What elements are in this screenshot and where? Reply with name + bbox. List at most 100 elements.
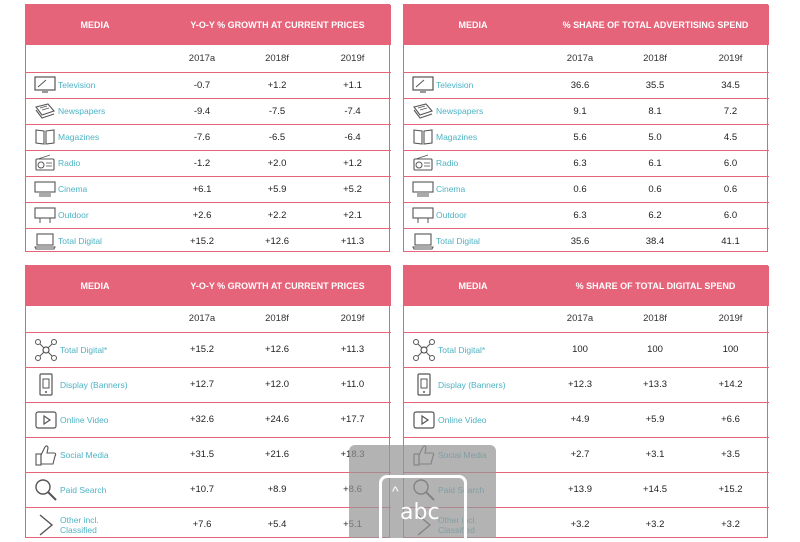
media-cell: Total Digital* [26,331,164,367]
year-header: 2019f [340,313,365,325]
cinema-icon [34,180,56,198]
year-header: 2018f [643,52,667,64]
value-cell: +15.2 [164,331,240,367]
value-cell: +12.3 [542,366,618,402]
header-metric: Y-O-Y % GROWTH AT CURRENT PRICES [164,266,392,306]
header-media: MEDIA [26,5,164,45]
table-row: Total Digital 35.6 38.4 41.1 [404,227,770,254]
value-cell: 9.1 [542,97,618,124]
value-cell: +14.2 [692,366,770,402]
year-header-row: 2017a 2018f 2019f [404,306,769,332]
value-cell: +11.3 [314,331,392,367]
value-cell: 6.0 [692,201,770,228]
value-cell: +5.4 [240,506,314,542]
media-label: Newspapers [58,106,106,116]
value-cell: 35.5 [618,71,692,98]
keyboard-label: abc [400,500,440,525]
share-table-media: MEDIA % SHARE OF TOTAL ADVERTISING SPEND… [403,4,770,254]
network-icon [34,338,58,362]
value-cell: -6.5 [240,123,314,150]
value-cell: +32.6 [164,401,240,437]
value-cell: -7.6 [164,123,240,150]
year-header-row: 2017a 2018f 2019f [26,45,391,72]
value-cell: +17.7 [314,401,392,437]
value-cell: +15.2 [164,227,240,254]
header-metric: % SHARE OF TOTAL DIGITAL SPEND [542,266,770,306]
table-row: Outdoor +2.6 +2.2 +2.1 [26,201,392,228]
value-cell: +1.2 [314,149,392,176]
media-label: Display (Banners) [60,379,128,390]
value-cell: 100 [618,331,692,367]
media-label: Paid Search [60,484,107,495]
table-row: Magazines -7.6 -6.5 -6.4 [26,123,392,150]
table-row: Social Media+31.5+21.6+18.3 [26,436,392,472]
media-cell: Magazines [404,123,542,150]
value-cell: +3.2 [618,506,692,542]
radio-icon [412,154,434,172]
header-media: MEDIA [404,5,542,45]
value-cell: +5.9 [618,401,692,437]
media-label: Cinema [436,184,466,194]
year-header-blank [26,45,164,72]
laptop-icon [412,232,434,250]
phone-banner-icon [34,372,58,397]
media-cell: Online Video [26,401,164,437]
value-cell: +3.5 [692,436,770,472]
header-media: MEDIA [26,266,164,306]
value-cell: +13.9 [542,471,618,507]
value-cell: -7.4 [314,97,392,124]
table-row: Newspapers -9.4 -7.5 -7.4 [26,97,392,124]
media-label: Total Digital* [438,344,486,355]
header-metric: Y-O-Y % GROWTH AT CURRENT PRICES [164,5,392,45]
value-cell: +2.7 [542,436,618,472]
value-cell: +15.2 [692,471,770,507]
media-label: Total Digital [58,236,102,247]
television-icon [412,76,434,94]
value-cell: -0.7 [164,71,240,98]
value-cell: +8.9 [240,471,314,507]
billboard-icon [34,206,56,224]
thumbs-up-icon [34,443,58,467]
value-cell: 0.6 [542,175,618,202]
year-header-blank [404,306,542,332]
value-cell: 34.5 [692,71,770,98]
year-header: 2019f [718,52,743,64]
value-cell: -7.5 [240,97,314,124]
media-cell: Display (Banners) [26,366,164,402]
radio-icon [34,154,56,172]
value-cell: 35.6 [542,227,618,254]
header-media: MEDIA [404,266,542,306]
table-row: Radio -1.2 +2.0 +1.2 [26,149,392,176]
media-label: Online Video [438,414,487,425]
media-cell: Online Video [404,401,542,437]
value-cell: 0.6 [692,175,770,202]
media-cell: Outdoor [26,201,164,228]
media-label: Display (Banners) [438,379,506,390]
value-cell: +10.7 [164,471,240,507]
growth-table-digital: MEDIA Y-O-Y % GROWTH AT CURRENT PRICES 2… [25,265,392,542]
keyboard-toggle-overlay[interactable]: ^ abc [349,445,496,538]
year-header-row: 2017a 2018f 2019f [26,306,391,332]
value-cell: -6.4 [314,123,392,150]
value-cell: +5.9 [240,175,314,202]
phone-banner-icon [412,372,436,397]
value-cell: +11.3 [314,227,392,254]
year-header: 2017a [188,52,216,64]
year-header: 2017a [566,313,594,325]
table-row: Display (Banners) +12.7 +12.0 +11.0 [26,366,392,402]
year-header: 2019f [340,52,365,64]
value-cell: +31.5 [164,436,240,472]
media-label: Total Digital [436,236,480,247]
media-label: Outdoor [58,210,89,220]
value-cell: +3.2 [542,506,618,542]
value-cell: 6.3 [542,149,618,176]
media-cell: Newspapers [26,97,164,124]
value-cell: 6.3 [542,201,618,228]
billboard-icon [412,206,434,224]
value-cell: 38.4 [618,227,692,254]
media-cell: Total Digital [26,227,164,254]
keyboard-key-icon[interactable]: ^ abc [379,475,467,538]
value-cell: 4.5 [692,123,770,150]
table-row: Outdoor 6.3 6.2 6.0 [404,201,770,228]
media-cell: Total Digital [404,227,542,254]
